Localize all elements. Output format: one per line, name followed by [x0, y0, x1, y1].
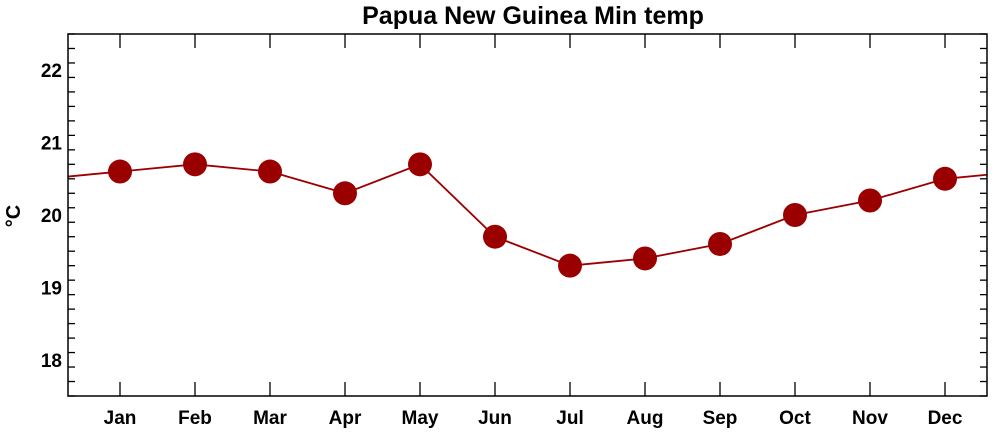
data-point-oct	[783, 203, 807, 227]
data-series	[67, 152, 988, 278]
data-point-dec	[933, 166, 957, 191]
data-point-nov	[858, 188, 882, 213]
data-point-sep	[708, 231, 732, 256]
y-tick-label: 18	[41, 351, 62, 372]
x-tick-label: Feb	[178, 408, 212, 429]
x-tick-label: Apr	[329, 408, 362, 429]
data-point-aug	[633, 246, 657, 271]
x-tick-label: Aug	[627, 408, 664, 429]
series-line	[67, 163, 988, 267]
data-point-mar	[258, 159, 282, 184]
x-tick-label: May	[402, 408, 439, 429]
chart-title: Papua New Guinea Min temp	[362, 2, 704, 30]
data-point-apr	[333, 181, 357, 206]
y-tick-label: 22	[41, 61, 62, 82]
y-tick-label: 19	[41, 278, 62, 299]
data-point-jul	[558, 253, 582, 278]
x-tick-label: Jul	[556, 408, 583, 429]
x-tick-label: Dec	[928, 408, 963, 429]
y-tick-label: 20	[41, 206, 62, 227]
x-tick-label: Mar	[253, 408, 287, 429]
data-point-feb	[183, 152, 207, 177]
data-point-may	[408, 152, 432, 177]
x-tick-label: Jan	[104, 408, 137, 429]
axis-ticks	[68, 33, 987, 397]
x-tick-label: Sep	[703, 408, 738, 429]
y-axis-label: °C	[3, 205, 25, 227]
data-point-jun	[483, 224, 507, 249]
data-point-jan	[108, 159, 132, 184]
plot-axes: 18 19 20 21 22 Jan Feb Mar Apr May Jun Jul Aug Sep Oct…	[41, 33, 987, 429]
x-tick-label: Oct	[779, 408, 811, 429]
x-tick-label: Jun	[478, 408, 512, 429]
plot-frame	[67, 33, 988, 397]
x-tick-label: Nov	[852, 408, 888, 429]
y-tick-label: 21	[41, 134, 63, 155]
